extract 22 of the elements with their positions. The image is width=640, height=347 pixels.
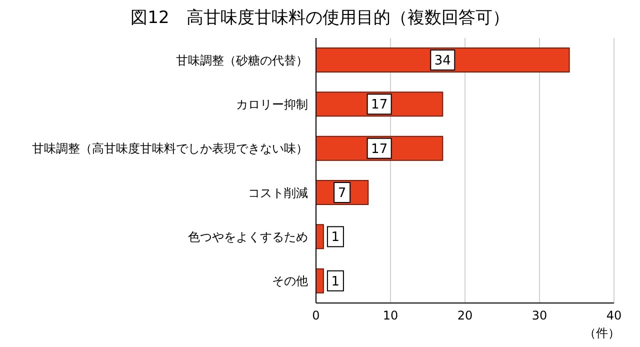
- chart-title: 図12 高甘味度甘味料の使用目的（複数回答可）: [130, 7, 510, 30]
- x-tick-label: 40: [606, 308, 622, 323]
- x-axis-title: （件）: [584, 326, 620, 340]
- data-label: 1: [331, 230, 340, 246]
- data-label: 34: [434, 54, 451, 68]
- y-tick-label: カロリー抑制: [236, 98, 308, 112]
- bar: [316, 224, 324, 250]
- y-tick-label: コスト削減: [248, 186, 308, 200]
- data-label: 17: [371, 98, 388, 113]
- x-tick-label: 0: [312, 308, 320, 323]
- data-label: 7: [338, 186, 346, 201]
- y-tick-label: 甘味調整（高甘味度甘味料でしか表現できない味）: [32, 142, 308, 156]
- x-tick-label: 10: [382, 308, 398, 323]
- y-tick-label: 甘味調整（砂糖の代替）: [176, 53, 308, 68]
- data-label: 1: [331, 274, 340, 290]
- y-tick-label: 色つやをよくするため: [188, 230, 308, 244]
- data-label: 17: [371, 142, 388, 157]
- bar: [316, 48, 570, 72]
- bar: [316, 268, 324, 294]
- y-tick-label: その他: [272, 274, 308, 288]
- x-tick-label: 20: [457, 308, 473, 323]
- x-tick-label: 30: [532, 308, 548, 323]
